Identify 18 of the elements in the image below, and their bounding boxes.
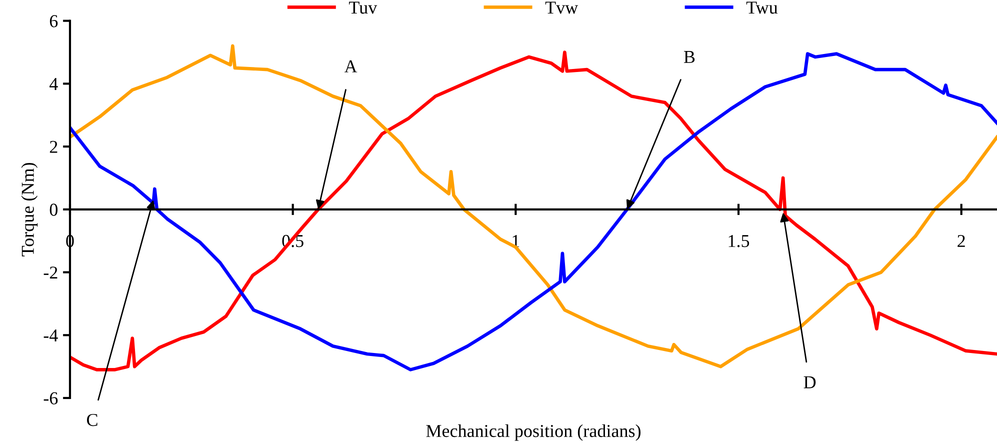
y-tick-label: 0	[50, 204, 58, 216]
y-tick-label: -2	[44, 266, 58, 279]
annotation: A	[344, 60, 358, 72]
annotation: B	[684, 51, 695, 63]
y-tick-label: -6	[44, 392, 58, 404]
y-tick-label: 6	[50, 15, 58, 28]
y-tick-label: 2	[50, 140, 58, 153]
x-tick-label: 2	[958, 234, 965, 247]
annotation: D	[804, 376, 816, 388]
x-tick-label: 1.5	[728, 235, 750, 248]
legend-label: Tuv	[349, 2, 378, 14]
y-tick-label: -4	[44, 330, 58, 342]
legend-label: Twu	[746, 2, 778, 14]
x-axis-title: Mechanical position (radians)	[426, 424, 640, 441]
annotation: C	[86, 414, 98, 426]
legend-label: Tvw	[545, 2, 578, 14]
y-tick-label: 4	[50, 78, 58, 90]
y-axis-title: Torque (Nm)	[21, 162, 38, 256]
